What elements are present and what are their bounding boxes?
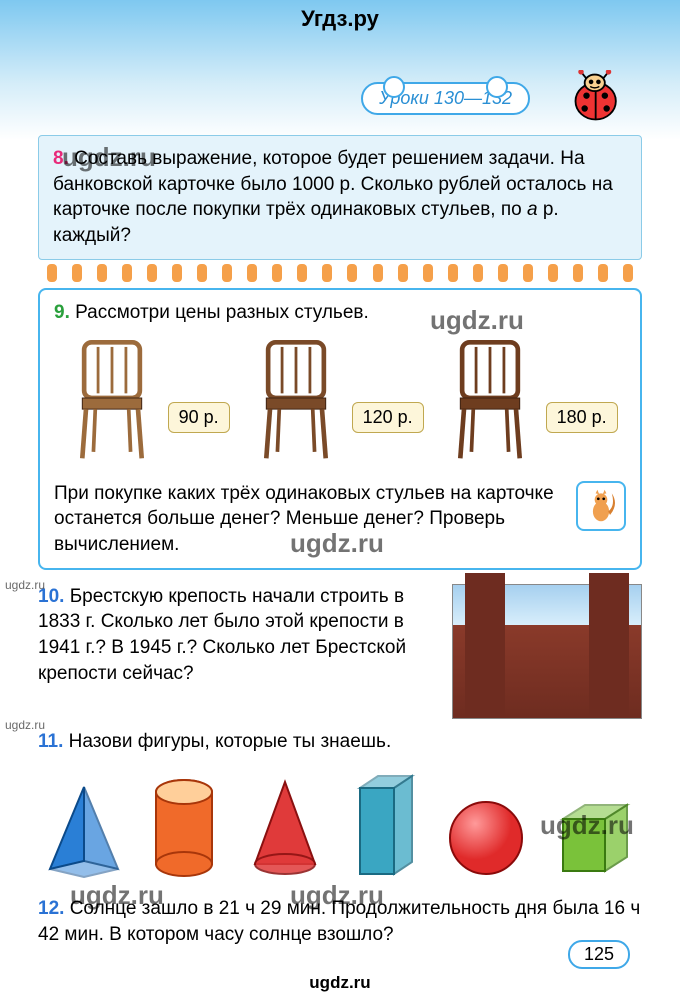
task-9-num: 9.	[54, 302, 70, 323]
shape-cuboid	[350, 768, 420, 886]
task-9-question-wrap: При покупке каких трёх одинаковых стулье…	[54, 481, 626, 558]
chairs-row: 90 р. 120 р. 180 р.	[54, 333, 626, 471]
task-10-text: Брестскую крепость начали строить в 1833…	[38, 586, 406, 684]
task-12-num: 12.	[38, 898, 64, 919]
task-12-text: Солнце зашло в 21 ч 29 мин. Продолжитель…	[38, 898, 640, 945]
price-tag: 180 р.	[546, 402, 618, 432]
task-9: 9. Рассмотри цены разных стульев. 90 р.	[38, 288, 642, 570]
task-9-title: Рассмотри цены разных стульев.	[75, 302, 369, 323]
chair-item: 180 р.	[440, 333, 617, 471]
page-number: 125	[568, 940, 630, 969]
task-9-question: При покупке каких трёх одинаковых стулье…	[54, 483, 554, 555]
task-8: 8. Составь выражение, которое будет реше…	[38, 135, 642, 260]
shape-cylinder	[149, 778, 219, 886]
shapes-row	[38, 768, 642, 886]
task-12: 12. Солнце зашло в 21 ч 29 мин. Продолжи…	[38, 896, 642, 947]
price-tag: 90 р.	[168, 402, 230, 432]
content-area: 8. Составь выражение, которое будет реше…	[38, 135, 642, 997]
task-8-variable: a	[527, 199, 538, 220]
shape-cone	[245, 778, 325, 886]
site-title: Угдз.ру	[0, 6, 680, 32]
task-11-num: 11.	[38, 731, 63, 752]
shape-pyramid	[44, 783, 124, 886]
shape-sphere	[446, 798, 526, 886]
task-11-text: Назови фигуры, которые ты знаешь.	[69, 731, 392, 752]
task-11: 11. Назови фигуры, которые ты знаешь.	[38, 729, 642, 886]
chair-icon	[246, 333, 346, 463]
bottom-watermark: ugdz.ru	[0, 973, 680, 993]
chair-icon	[440, 333, 540, 463]
ladybug-icon	[570, 70, 625, 125]
task-10: 10. Брестскую крепость начали строить в …	[38, 584, 642, 719]
chair-item: 120 р.	[246, 333, 423, 471]
task-10-num: 10.	[38, 586, 64, 607]
price-tag: 120 р.	[352, 402, 424, 432]
lesson-badge: Уроки 130—132	[361, 82, 530, 115]
squirrel-icon	[576, 481, 626, 531]
chair-item: 90 р.	[62, 333, 229, 471]
spiral-binding	[42, 264, 638, 286]
chair-icon	[62, 333, 162, 463]
fortress-image	[452, 584, 642, 719]
task-8-num: 8.	[53, 148, 69, 169]
shape-cube	[551, 793, 636, 886]
